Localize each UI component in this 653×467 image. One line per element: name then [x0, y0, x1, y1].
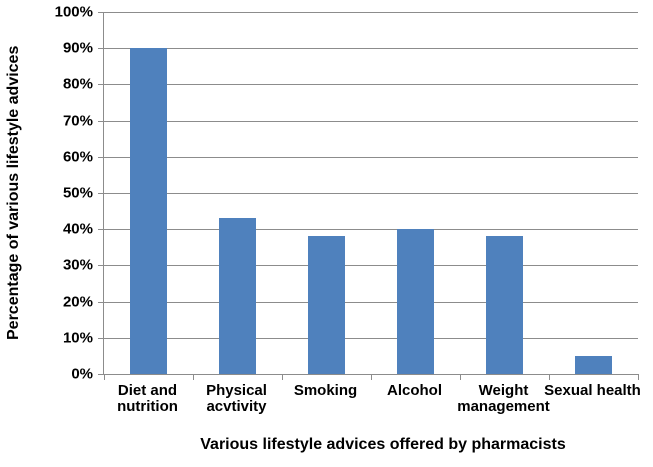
y-axis-tick	[98, 337, 104, 339]
bar	[307, 236, 346, 374]
y-axis-tick-label: 60%	[62, 148, 93, 166]
x-axis-tick	[193, 374, 194, 380]
y-axis-tick	[98, 12, 104, 13]
y-axis-tick-label: 10%	[62, 329, 93, 347]
bar	[129, 48, 168, 374]
bar-slot	[104, 12, 193, 374]
bar	[218, 218, 257, 374]
bar	[396, 229, 435, 374]
x-axis-category-label: Smoking	[293, 382, 358, 399]
y-axis-tick-label: 0%	[71, 365, 93, 383]
y-axis-tick-label: 90%	[62, 39, 93, 57]
x-axis-tick	[549, 374, 550, 380]
gridline	[104, 265, 638, 267]
bar	[574, 355, 613, 374]
x-axis-tick	[104, 374, 105, 380]
y-axis-tick-label: 20%	[62, 293, 93, 311]
x-axis-tick	[282, 374, 283, 380]
y-axis-tick-label: 40%	[62, 220, 93, 238]
y-axis-tick	[98, 156, 104, 158]
x-axis-category-label: Sexual health	[544, 382, 641, 399]
x-axis-tick	[638, 374, 639, 380]
gridline	[104, 120, 638, 122]
y-axis-tick-label: 50%	[62, 184, 93, 202]
y-axis-tick	[98, 229, 104, 231]
bar-slot	[460, 12, 549, 374]
x-axis-category-label: Weight management	[457, 382, 550, 415]
y-axis-tick	[98, 120, 104, 122]
x-axis-tick	[460, 374, 461, 380]
x-axis-title: Various lifestyle advices offered by pha…	[200, 436, 566, 453]
x-axis-category-label: Alcohol	[387, 382, 442, 399]
x-axis-tick	[371, 374, 372, 380]
bars	[104, 12, 638, 374]
y-axis-tick-label: 30%	[62, 256, 93, 274]
bar	[485, 236, 524, 374]
y-axis-tick	[98, 265, 104, 267]
y-axis-tick-label: 100%	[54, 3, 93, 21]
y-axis-tick	[98, 374, 104, 375]
y-axis-tick	[98, 48, 104, 50]
y-axis-tick	[98, 301, 104, 303]
y-axis-tick-labels: 0% 10% 20% 30% 40% 50% 60% 70% 80% 90% 100%	[0, 4, 97, 383]
x-axis-category-labels: Diet and nutrition Physical acvtivity Smok…	[103, 382, 641, 425]
y-axis-tick	[98, 193, 104, 194]
y-axis-tick	[98, 84, 104, 86]
plot-area	[98, 12, 639, 380]
gridline	[104, 12, 638, 13]
gridline	[104, 48, 638, 50]
y-axis-tick-label: 70%	[62, 112, 93, 130]
y-axis-tick-label: 80%	[62, 75, 93, 93]
x-axis-category-label: Physical acvtivity	[206, 382, 267, 415]
gridline	[104, 337, 638, 339]
gridline	[104, 229, 638, 231]
x-axis-category-label: Diet and nutrition	[117, 382, 178, 415]
bar-slot	[282, 12, 371, 374]
gridline	[104, 193, 638, 194]
gridline	[104, 301, 638, 303]
gridline	[104, 84, 638, 86]
bar-slot	[371, 12, 460, 374]
gridline	[104, 156, 638, 158]
bar-slot	[549, 12, 638, 374]
bar-slot	[193, 12, 282, 374]
gridlines	[98, 12, 639, 380]
